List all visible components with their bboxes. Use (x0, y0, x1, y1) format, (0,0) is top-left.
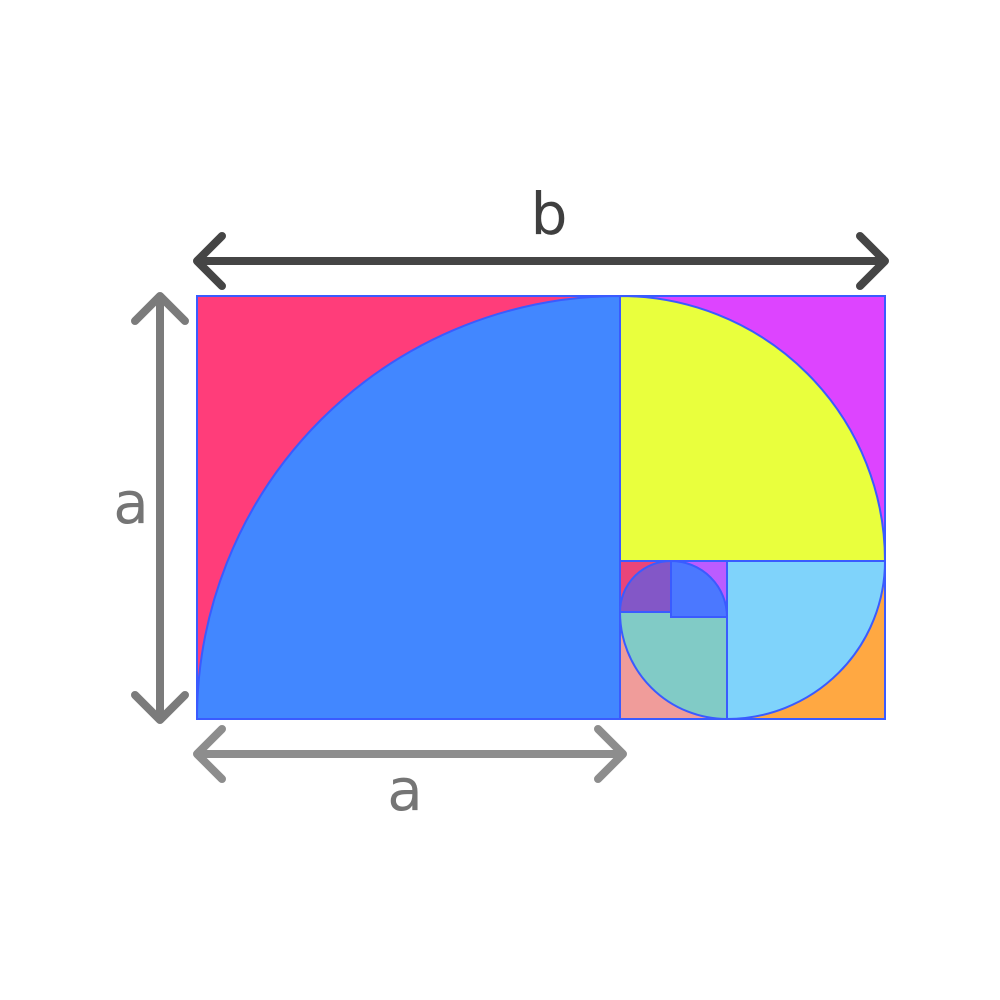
quarter-disc-2 (619, 295, 886, 562)
quarter-disc-6 (670, 560, 728, 618)
dimension-label-a-left: a (113, 469, 149, 537)
dimension-arrow-b (193, 232, 889, 290)
dimension-arrow-a-bottom (193, 725, 627, 783)
golden-rectangle-outline (196, 295, 886, 720)
quarter-disc-5 (619, 560, 672, 613)
dimension-label-b: b (531, 180, 568, 248)
quarter-disc-4 (619, 611, 728, 720)
dimension-arrow-a-left (131, 292, 189, 724)
quarter-disc-1 (196, 295, 621, 720)
dimension-label-a-bottom: a (387, 756, 423, 824)
quarter-disc-3 (726, 560, 886, 720)
golden-rectangle (196, 295, 886, 720)
